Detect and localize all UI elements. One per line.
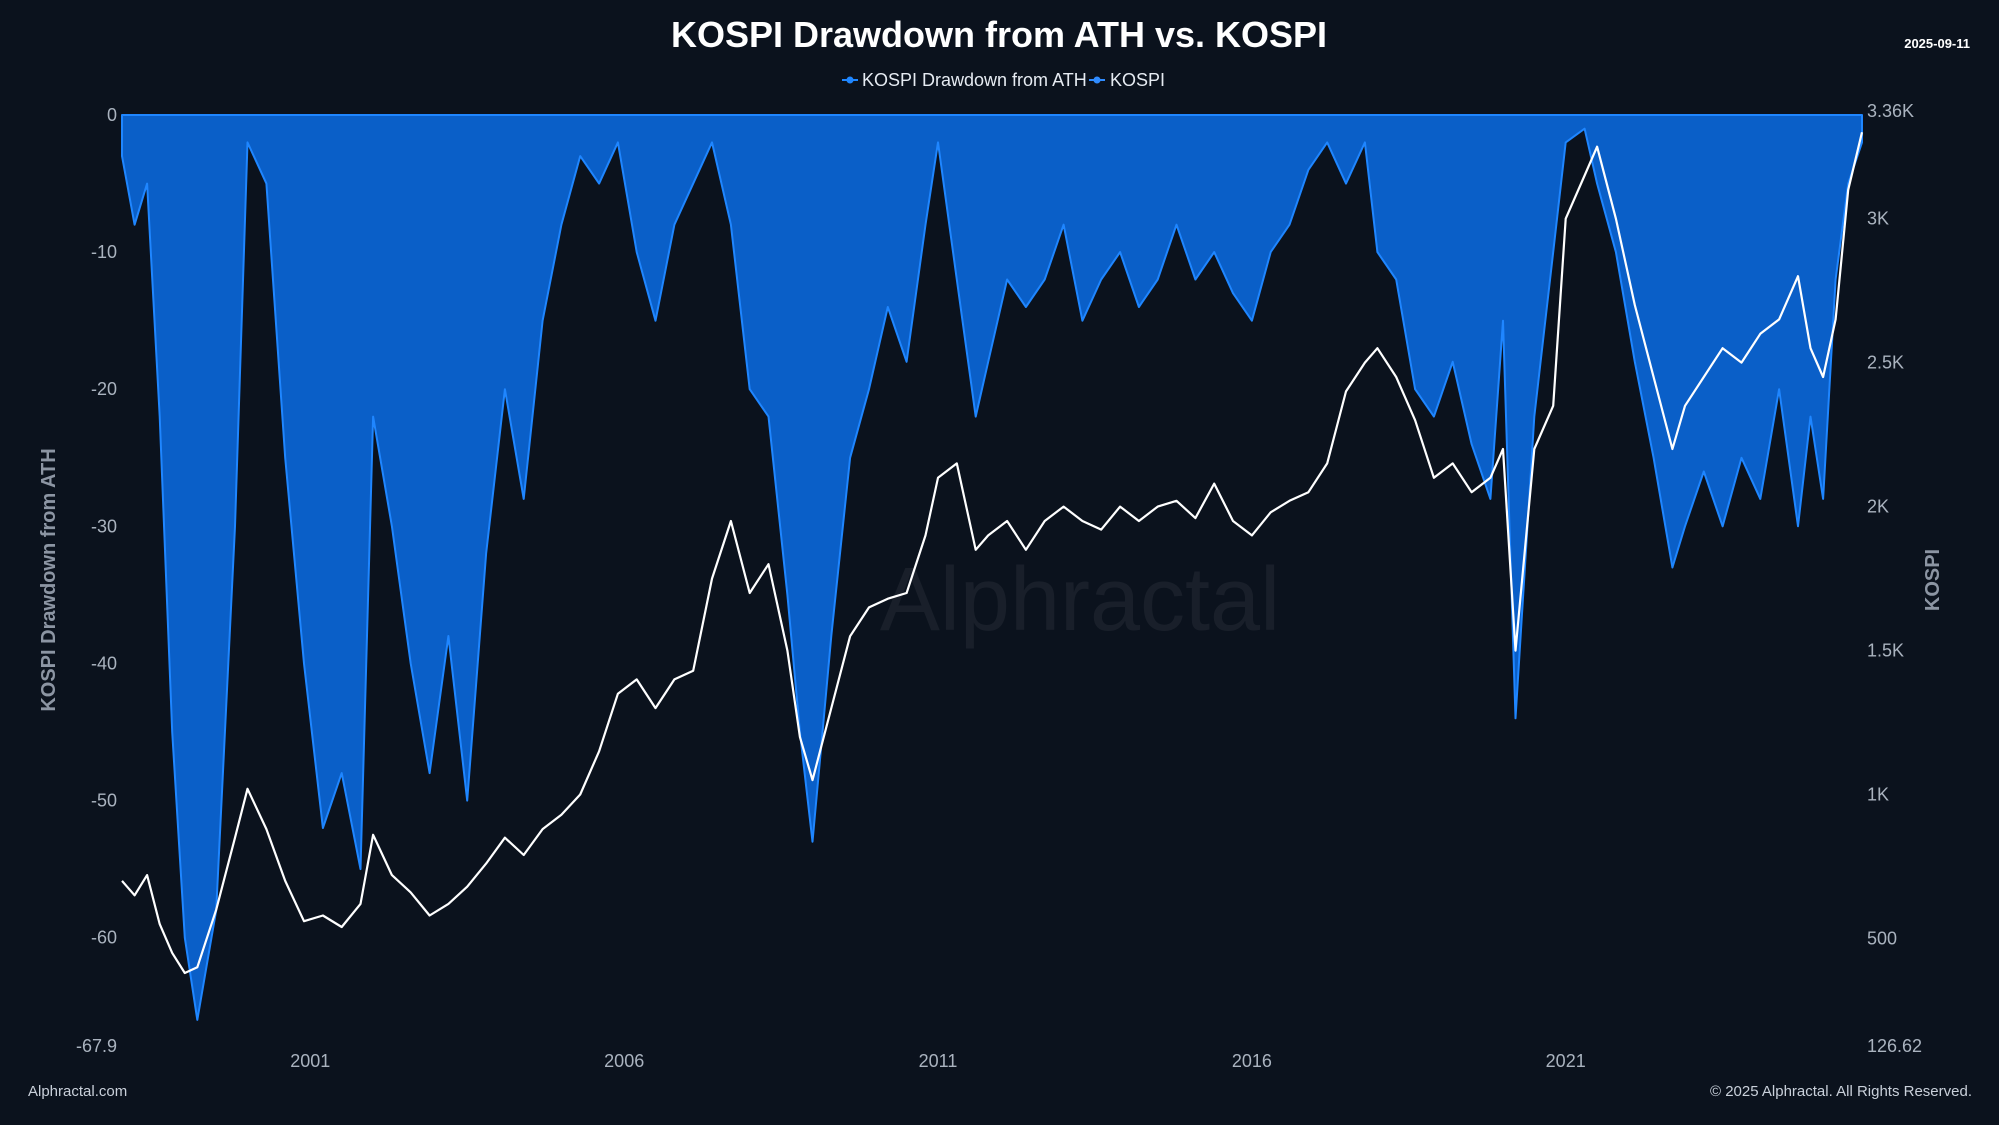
left-tick-label: -50 bbox=[91, 791, 117, 811]
legend-item-kospi[interactable]: KOSPI bbox=[1089, 70, 1165, 90]
left-tick-label: -30 bbox=[91, 516, 117, 536]
legend-marker-drawdown bbox=[846, 76, 854, 84]
x-axis-ticks: 2001 2006 2011 2016 2021 bbox=[290, 1051, 1585, 1071]
right-axis-title: KOSPI bbox=[1922, 549, 1944, 611]
right-tick-label: 3K bbox=[1867, 209, 1889, 229]
left-axis-ticks: 0 -10 -20 -30 -40 -50 -60 -67.9 bbox=[76, 105, 117, 1056]
legend-item-drawdown[interactable]: KOSPI Drawdown from ATH bbox=[842, 70, 1087, 90]
right-tick-label: 2K bbox=[1867, 497, 1889, 517]
series-drawdown-area bbox=[121, 114, 1863, 1021]
left-tick-label: -10 bbox=[91, 242, 117, 262]
legend-label-kospi: KOSPI bbox=[1110, 70, 1165, 90]
date-stamp: 2025-09-11 bbox=[1904, 36, 1970, 51]
right-tick-label: 3.36K bbox=[1867, 101, 1914, 121]
footer-site[interactable]: Alphractal.com bbox=[28, 1083, 127, 1100]
x-tick-label: 2001 bbox=[290, 1051, 330, 1071]
right-tick-label: 126.62 bbox=[1867, 1036, 1922, 1056]
right-tick-label: 1K bbox=[1867, 785, 1889, 805]
legend-label-drawdown: KOSPI Drawdown from ATH bbox=[862, 70, 1087, 90]
chart-title: KOSPI Drawdown from ATH vs. KOSPI bbox=[671, 14, 1327, 55]
left-tick-label: 0 bbox=[107, 105, 117, 125]
watermark: Alphractal bbox=[880, 550, 1280, 650]
x-tick-label: 2006 bbox=[604, 1051, 644, 1071]
left-tick-label: -40 bbox=[91, 654, 117, 674]
legend-marker-kospi bbox=[1093, 76, 1101, 84]
left-tick-label: -67.9 bbox=[76, 1036, 117, 1056]
right-tick-label: 2.5K bbox=[1867, 353, 1904, 373]
x-tick-label: 2011 bbox=[919, 1051, 958, 1071]
x-tick-label: 2021 bbox=[1546, 1051, 1586, 1071]
right-tick-label: 500 bbox=[1867, 929, 1897, 949]
x-tick-label: 2016 bbox=[1232, 1051, 1272, 1071]
footer-copyright: © 2025 Alphractal. All Rights Reserved. bbox=[1710, 1083, 1972, 1100]
left-tick-label: -20 bbox=[91, 379, 117, 399]
right-tick-label: 1.5K bbox=[1867, 641, 1904, 661]
left-axis-title: KOSPI Drawdown from ATH bbox=[38, 448, 60, 711]
legend: KOSPI Drawdown from ATH KOSPI bbox=[842, 70, 1165, 90]
left-tick-label: -60 bbox=[91, 928, 117, 948]
right-axis-ticks: 3.36K 3K 2.5K 2K 1.5K 1K 500 126.62 bbox=[1867, 101, 1922, 1056]
plot-layer bbox=[121, 114, 1864, 1021]
series-kospi-line bbox=[121, 132, 1864, 975]
